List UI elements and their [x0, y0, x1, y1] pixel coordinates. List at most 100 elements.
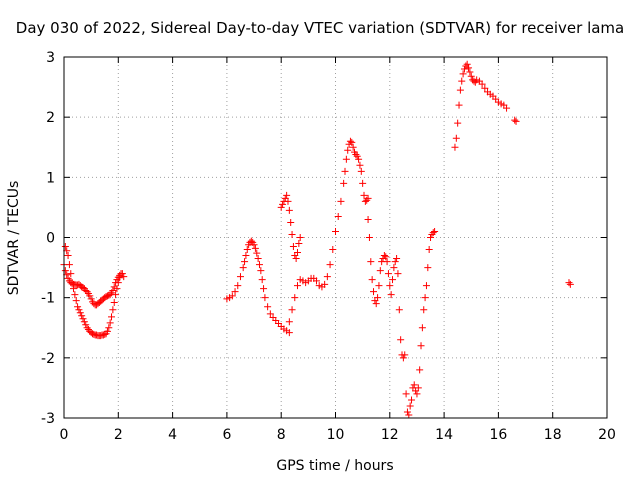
data-point [424, 264, 432, 272]
data-point [357, 167, 365, 175]
data-point [390, 264, 398, 272]
data-point [266, 310, 274, 318]
data-point [349, 143, 357, 151]
data-point [120, 273, 128, 281]
data-point [75, 306, 83, 314]
data-point [394, 270, 402, 278]
data-point [74, 303, 82, 311]
data-point [414, 384, 422, 392]
x-tick-label: 6 [222, 427, 231, 443]
data-point [288, 230, 296, 238]
data-point [565, 279, 573, 287]
data-point [332, 227, 339, 235]
data-point [71, 291, 79, 299]
x-tick-label: 12 [381, 427, 399, 443]
data-point [422, 282, 430, 290]
data-point [401, 351, 409, 359]
data-point [291, 294, 299, 302]
data-point [83, 288, 91, 296]
y-tick-label: 0 [46, 231, 55, 247]
data-point [61, 243, 69, 251]
data-point [503, 104, 511, 112]
x-tick-label: 2 [114, 427, 123, 443]
x-tick-label: 8 [277, 427, 286, 443]
data-point [342, 155, 350, 163]
data-point [255, 261, 263, 269]
data-point [467, 72, 475, 80]
data-point [247, 237, 255, 245]
data-point [363, 196, 371, 204]
data-point [410, 381, 418, 389]
data-point [360, 191, 368, 199]
data-point [231, 288, 239, 296]
y-tick-label: 2 [46, 110, 55, 126]
data-point [67, 270, 75, 278]
x-tick-label: 14 [435, 427, 453, 443]
data-point [375, 282, 383, 290]
data-point [277, 203, 285, 211]
y-tick-label: 3 [46, 50, 55, 66]
y-tick-label: -2 [41, 351, 55, 367]
data-point [292, 255, 300, 263]
data-point [251, 244, 259, 252]
data-point [425, 246, 433, 254]
data-point [108, 313, 116, 321]
data-point [234, 282, 242, 290]
x-axis-label: GPS time / hours [276, 458, 393, 474]
data-point [356, 161, 364, 169]
data-point [399, 354, 407, 362]
data-point [364, 194, 372, 202]
data-point [478, 80, 486, 88]
y-tick-label: 1 [46, 170, 55, 186]
data-point [452, 134, 460, 142]
data-point [285, 329, 293, 337]
data-point [359, 179, 367, 187]
x-tick-label: 10 [327, 427, 345, 443]
data-point [346, 137, 354, 145]
data-point [353, 152, 361, 160]
data-point [465, 64, 473, 72]
data-point [421, 294, 429, 302]
data-point [228, 292, 236, 300]
data-point [416, 366, 424, 374]
data-point [76, 309, 84, 317]
data-point [241, 258, 249, 266]
data-point [105, 324, 113, 332]
data-point [326, 261, 334, 269]
data-point [80, 318, 88, 326]
data-point [397, 336, 405, 344]
data-point [429, 229, 437, 237]
data-point [61, 267, 69, 275]
data-point [451, 143, 459, 151]
data-point [463, 60, 471, 68]
data-point [114, 279, 122, 287]
data-point [288, 306, 296, 314]
data-point [79, 315, 87, 323]
data-point [296, 234, 304, 241]
data-point [243, 246, 251, 254]
data-point [260, 285, 268, 293]
data-point [370, 288, 378, 296]
grid [64, 57, 607, 418]
data-point [264, 303, 272, 311]
data-point [348, 138, 356, 146]
data-point [376, 267, 384, 275]
y-tick-label: -1 [41, 291, 55, 307]
data-point [109, 306, 117, 314]
data-point [365, 234, 373, 241]
y-tick-label: -3 [41, 411, 55, 427]
data-point [454, 119, 462, 127]
x-tick-label: 18 [544, 427, 562, 443]
data-point [72, 297, 80, 305]
data-point [254, 255, 262, 263]
data-point [566, 280, 574, 288]
data-point [408, 396, 416, 404]
x-tick-label: 0 [60, 427, 69, 443]
data-point [420, 306, 428, 314]
data-point [431, 227, 439, 235]
data-point [293, 249, 301, 257]
data-point [384, 270, 392, 278]
plot-frame [63, 56, 608, 419]
data-point [285, 318, 293, 326]
